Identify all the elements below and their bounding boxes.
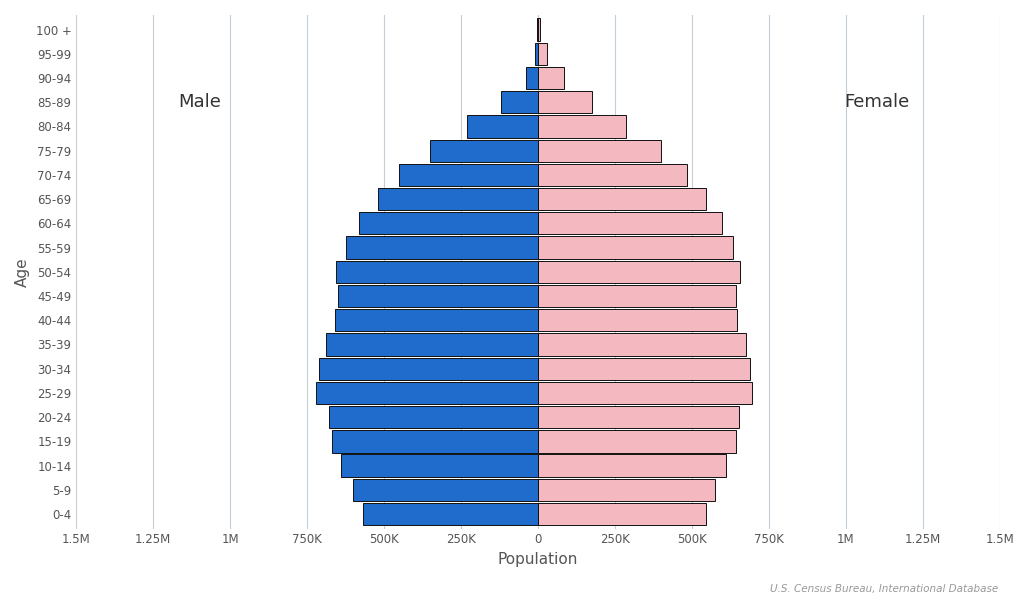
Bar [325, 334, 538, 356]
Bar [338, 285, 538, 307]
Bar [526, 67, 538, 89]
Bar [501, 91, 538, 113]
Text: Female: Female [844, 93, 910, 111]
Bar [538, 406, 739, 428]
Y-axis label: Age: Age [15, 257, 30, 287]
Bar [346, 236, 538, 259]
Bar [535, 43, 538, 65]
Bar [353, 479, 538, 501]
Bar [430, 140, 538, 162]
Bar [538, 43, 547, 65]
Bar [319, 358, 538, 380]
Text: U.S. Census Bureau, International Database: U.S. Census Bureau, International Databa… [770, 584, 998, 594]
Bar [359, 212, 538, 235]
Bar [538, 334, 746, 356]
Bar [538, 454, 726, 477]
Bar [538, 188, 706, 210]
Bar [341, 454, 538, 477]
Text: Male: Male [178, 93, 221, 111]
Bar [331, 430, 538, 452]
Bar [538, 212, 721, 235]
Bar [538, 358, 750, 380]
Bar [538, 503, 706, 525]
Bar [538, 309, 738, 331]
Bar [538, 67, 564, 89]
Bar [334, 309, 538, 331]
Bar [538, 19, 540, 41]
Bar [336, 260, 538, 283]
Bar [362, 503, 538, 525]
Bar [316, 382, 538, 404]
Bar [538, 382, 752, 404]
Bar [399, 164, 538, 186]
Bar [538, 236, 734, 259]
X-axis label: Population: Population [498, 552, 578, 567]
Bar [328, 406, 538, 428]
Bar [538, 479, 715, 501]
Bar [378, 188, 538, 210]
Bar [538, 91, 592, 113]
Bar [538, 140, 661, 162]
Bar [538, 260, 741, 283]
Bar [538, 430, 736, 452]
Bar [538, 115, 626, 137]
Bar [467, 115, 538, 137]
Bar [538, 164, 687, 186]
Bar [538, 285, 737, 307]
